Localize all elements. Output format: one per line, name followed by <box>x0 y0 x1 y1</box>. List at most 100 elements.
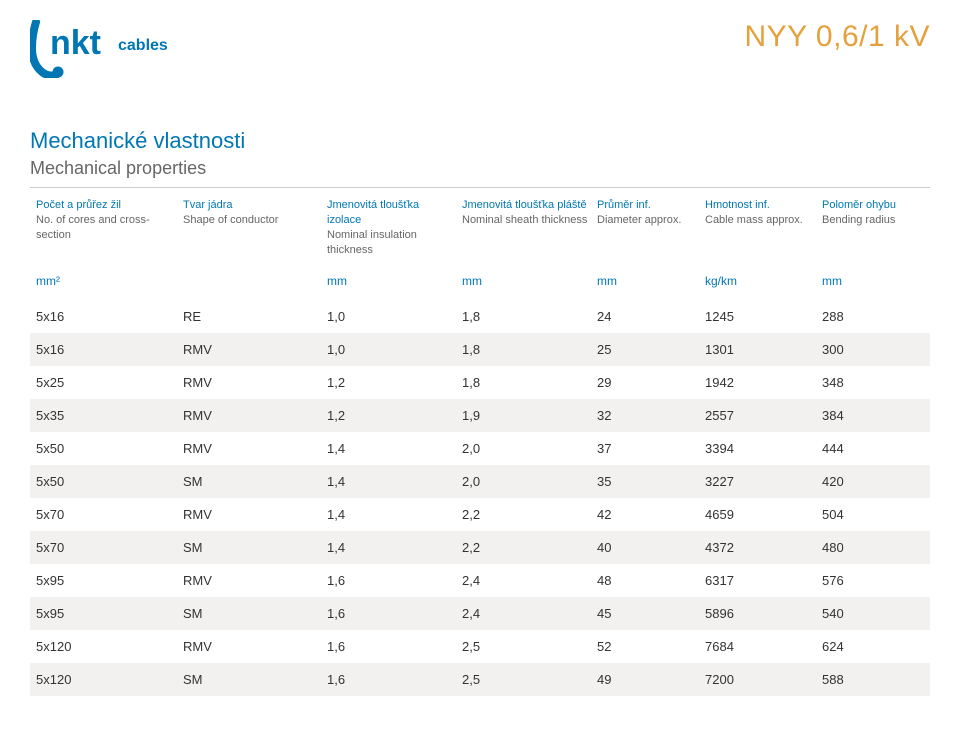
col-unit: mm² <box>30 263 183 299</box>
table-cell: 2557 <box>705 399 822 432</box>
page-header: nkt cables NYY 0,6/1 kV <box>30 20 930 78</box>
table-cell: 576 <box>822 564 930 597</box>
col-header-cs: Průměr inf. <box>597 198 697 213</box>
table-cell: 1,0 <box>327 333 462 366</box>
table-row: 5x95SM1,62,4455896540 <box>30 597 930 630</box>
table-cell: 444 <box>822 432 930 465</box>
table-cell: 588 <box>822 663 930 696</box>
table-cell: 2,4 <box>462 597 597 630</box>
table-cell: 420 <box>822 465 930 498</box>
product-title: NYY 0,6/1 kV <box>744 20 930 54</box>
table-cell: 2,0 <box>462 432 597 465</box>
table-cell: 29 <box>597 366 705 399</box>
col-header: Počet a průřez žilNo. of cores and cross… <box>30 192 183 263</box>
table-cell: 1,4 <box>327 465 462 498</box>
table-cell: 1301 <box>705 333 822 366</box>
table-cell: SM <box>183 663 327 696</box>
table-cell: 2,2 <box>462 531 597 564</box>
table-cell: 5x50 <box>30 465 183 498</box>
table-cell: 4659 <box>705 498 822 531</box>
logo-text-nkt: nkt <box>50 24 101 62</box>
table-cell: 1,2 <box>327 366 462 399</box>
table-cell: 1,8 <box>462 366 597 399</box>
col-header: Tvar jádraShape of conductor <box>183 192 327 263</box>
table-cell: 2,5 <box>462 663 597 696</box>
col-unit: mm <box>462 263 597 299</box>
table-cell: RMV <box>183 366 327 399</box>
table-header: Počet a průřez žilNo. of cores and cross… <box>30 192 930 300</box>
table-cell: 7684 <box>705 630 822 663</box>
table-cell: 1,4 <box>327 498 462 531</box>
col-unit <box>183 263 327 299</box>
table-cell: 1942 <box>705 366 822 399</box>
table-cell: 32 <box>597 399 705 432</box>
col-unit: kg/km <box>705 263 822 299</box>
table-cell: 2,5 <box>462 630 597 663</box>
table-cell: 5x95 <box>30 597 183 630</box>
table-cell: 5x35 <box>30 399 183 432</box>
brand-logo: nkt cables <box>30 20 190 78</box>
table-cell: RMV <box>183 399 327 432</box>
table-cell: 624 <box>822 630 930 663</box>
table-cell: 5x16 <box>30 300 183 333</box>
table-cell: 5896 <box>705 597 822 630</box>
table-cell: 5x95 <box>30 564 183 597</box>
col-header-cs: Hmotnost inf. <box>705 198 814 213</box>
table-cell: 5x16 <box>30 333 183 366</box>
table-cell: 6317 <box>705 564 822 597</box>
table-row: 5x16RE1,01,8241245288 <box>30 300 930 333</box>
table-cell: 348 <box>822 366 930 399</box>
table-row: 5x95RMV1,62,4486317576 <box>30 564 930 597</box>
col-header-en: Nominal sheath thickness <box>462 213 589 228</box>
col-header-cs: Poloměr ohybu <box>822 198 922 213</box>
table-cell: 25 <box>597 333 705 366</box>
table-row: 5x70SM1,42,2404372480 <box>30 531 930 564</box>
table-cell: 2,0 <box>462 465 597 498</box>
col-unit: mm <box>597 263 705 299</box>
table-cell: 384 <box>822 399 930 432</box>
col-header: Jmenovitá tloušťka pláštěNominal sheath … <box>462 192 597 263</box>
table-cell: 52 <box>597 630 705 663</box>
logo-text-cables: cables <box>118 37 168 54</box>
table-cell: 2,4 <box>462 564 597 597</box>
table-cell: RE <box>183 300 327 333</box>
col-header: Poloměr ohybuBending radius <box>822 192 930 263</box>
table-row: 5x16RMV1,01,8251301300 <box>30 333 930 366</box>
section-title-en: Mechanical properties <box>30 158 930 188</box>
section-title-cs: Mechanické vlastnosti <box>30 128 930 154</box>
table-cell: 1,9 <box>462 399 597 432</box>
table-body: 5x16RE1,01,82412452885x16RMV1,01,8251301… <box>30 300 930 696</box>
col-header-cs: Jmenovitá tloušťka pláště <box>462 198 589 213</box>
table-row: 5x70RMV1,42,2424659504 <box>30 498 930 531</box>
table-row: 5x50RMV1,42,0373394444 <box>30 432 930 465</box>
table-cell: 3227 <box>705 465 822 498</box>
table-cell: 504 <box>822 498 930 531</box>
table-cell: 5x70 <box>30 498 183 531</box>
table-cell: 1,8 <box>462 333 597 366</box>
col-header-en: Shape of conductor <box>183 213 319 228</box>
table-cell: RMV <box>183 432 327 465</box>
table-cell: 5x50 <box>30 432 183 465</box>
table-cell: 24 <box>597 300 705 333</box>
table-cell: SM <box>183 531 327 564</box>
table-header-units: mm² mm mm mm kg/km mm <box>30 263 930 299</box>
table-cell: 40 <box>597 531 705 564</box>
table-cell: 37 <box>597 432 705 465</box>
col-header-en: Cable mass approx. <box>705 213 814 228</box>
table-cell: RMV <box>183 564 327 597</box>
table-cell: 1,2 <box>327 399 462 432</box>
table-cell: 1,0 <box>327 300 462 333</box>
table-cell: 49 <box>597 663 705 696</box>
table-cell: SM <box>183 465 327 498</box>
col-header-en: Bending radius <box>822 213 922 228</box>
table-cell: 48 <box>597 564 705 597</box>
col-header-en: Diameter approx. <box>597 213 697 228</box>
table-cell: 5x25 <box>30 366 183 399</box>
col-header: Průměr inf.Diameter approx. <box>597 192 705 263</box>
table-cell: 1,4 <box>327 531 462 564</box>
table-cell: 5x120 <box>30 630 183 663</box>
col-header-cs: Počet a průřez žil <box>36 198 175 213</box>
table-cell: 2,2 <box>462 498 597 531</box>
table-cell: 7200 <box>705 663 822 696</box>
nkt-cables-logo-icon: nkt cables <box>30 20 190 78</box>
